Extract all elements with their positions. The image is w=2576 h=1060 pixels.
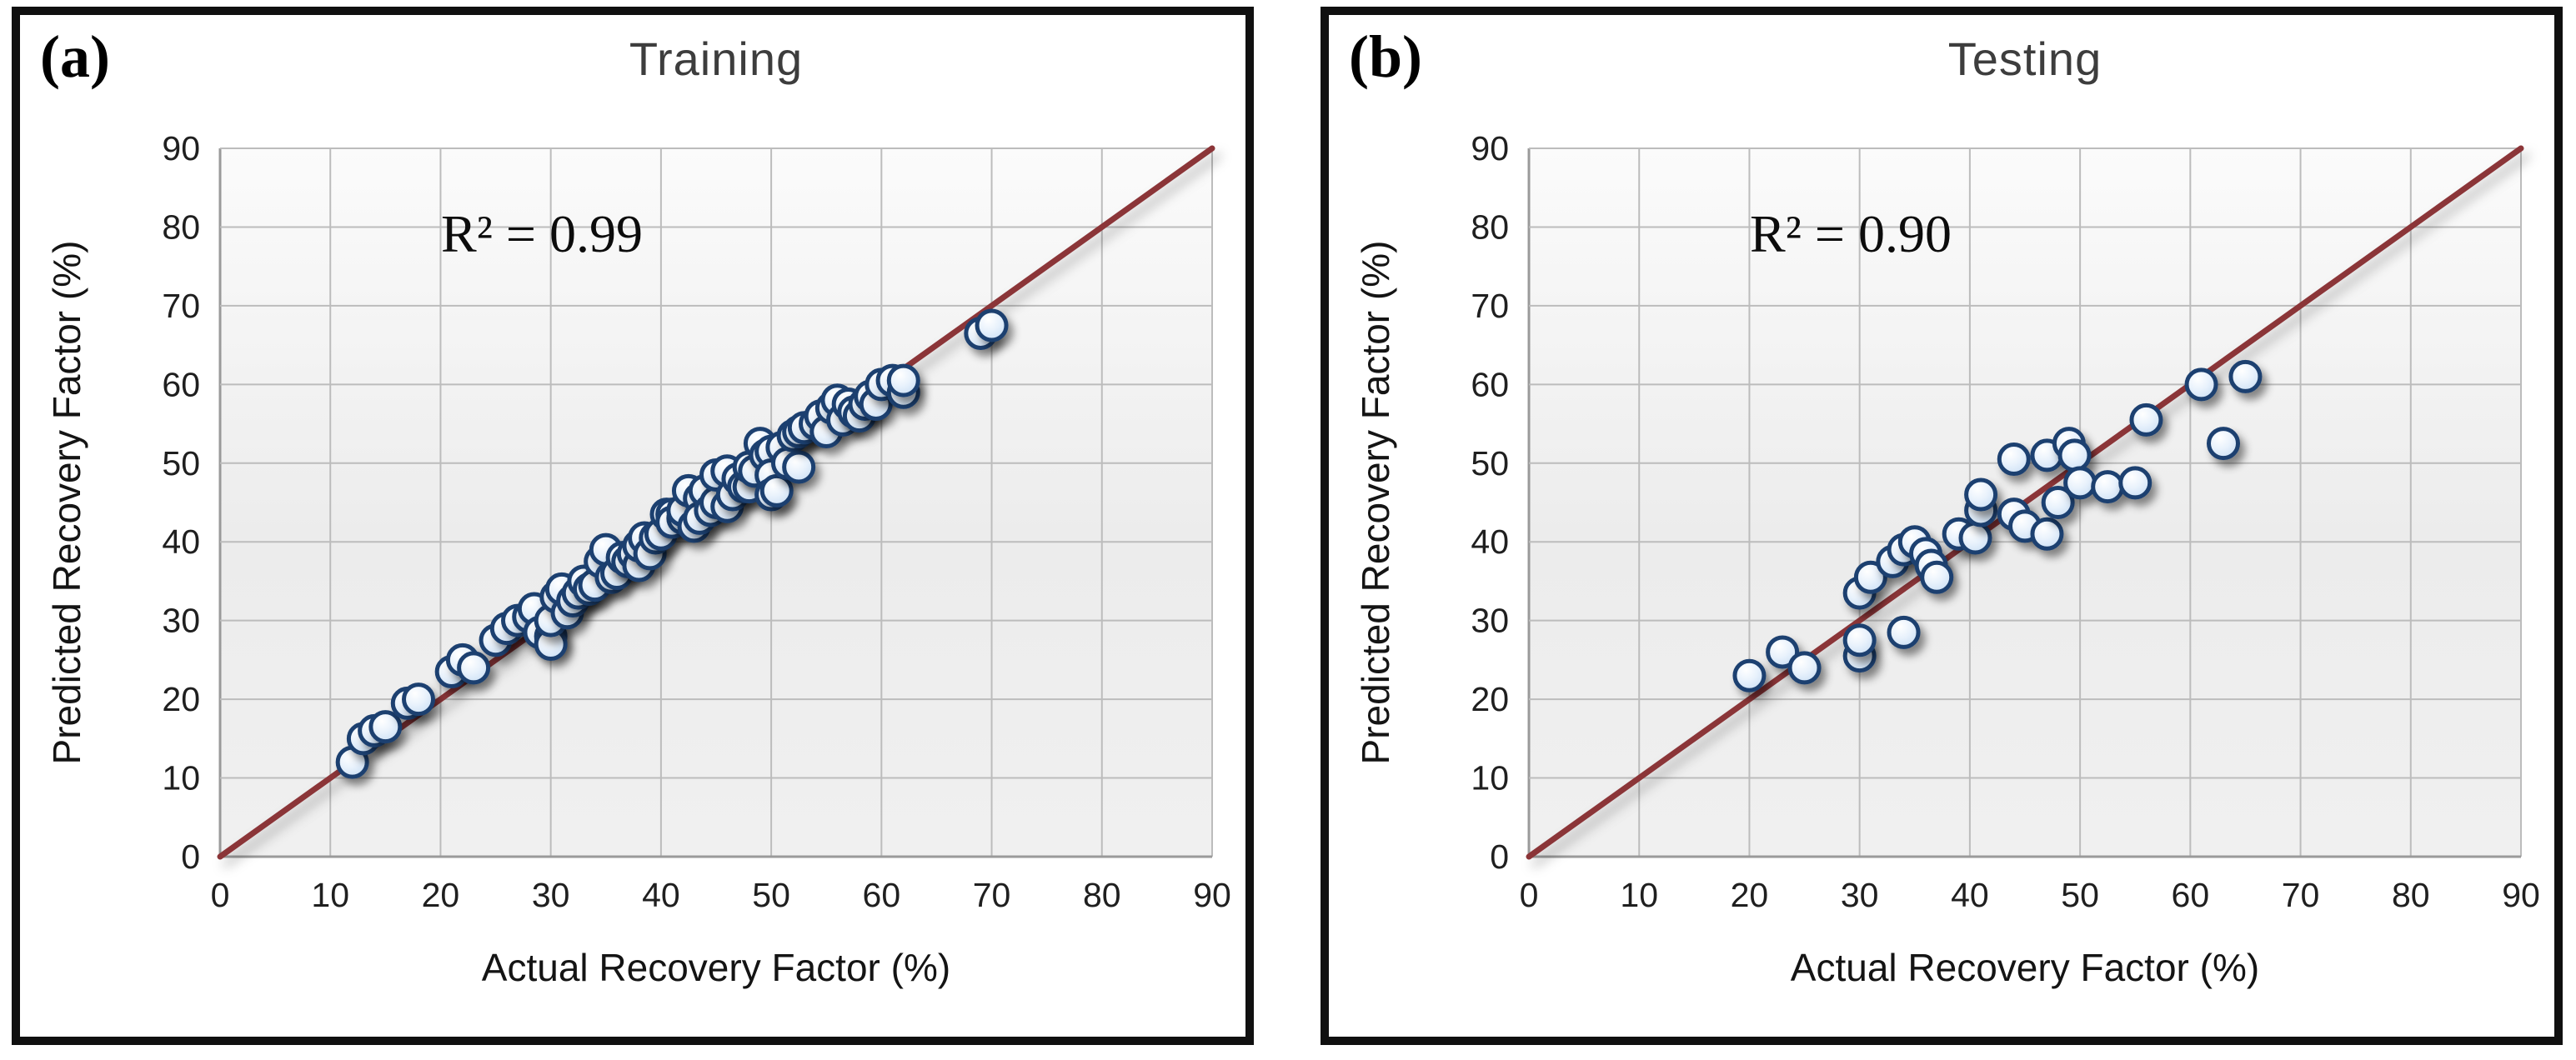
data-point-marker — [2057, 438, 2092, 472]
x-tick-label: 80 — [1083, 876, 1121, 914]
x-tick-label: 40 — [642, 876, 680, 914]
data-point-marker — [2228, 359, 2263, 393]
data-point-marker — [1766, 635, 1800, 669]
x-tick-label: 50 — [752, 876, 790, 914]
x-axis-title-testing: Actual Recovery Factor (%) — [1790, 946, 2260, 989]
y-tick-label: 80 — [1471, 208, 1509, 246]
r-squared-annotation-training: R² = 0.99 — [441, 204, 643, 263]
y-tick-label: 20 — [1471, 680, 1509, 718]
data-point-marker — [886, 363, 920, 398]
data-point-marker — [2118, 466, 2153, 500]
chart-title-testing: Testing — [1947, 32, 2102, 85]
x-tick-label: 60 — [2172, 876, 2210, 914]
x-tick-label: 50 — [2061, 876, 2099, 914]
y-tick-label: 60 — [162, 365, 200, 403]
x-tick-label: 40 — [1951, 876, 1989, 914]
y-tick-label: 10 — [162, 759, 200, 798]
y-tick-label: 70 — [1471, 287, 1509, 325]
panel-testing: 0 10 20 30 40 50 60 70 80 90 0 10 20 30 40 50 60 70 80 90 (… — [1321, 7, 2563, 1045]
data-point-marker — [2129, 402, 2163, 437]
data-point-marker — [1920, 560, 1954, 594]
data-point-marker — [782, 450, 816, 484]
data-point-marker — [1787, 651, 1822, 685]
y-tick-label: 80 — [162, 208, 200, 246]
x-axis-title-training: Actual Recovery Factor (%) — [481, 946, 951, 989]
y-axis-title-training: Predicted Recovery Factor (%) — [45, 240, 88, 765]
y-tick-label: 70 — [162, 287, 200, 325]
y-tick-label: 30 — [162, 602, 200, 640]
data-point-marker — [1732, 658, 1767, 692]
data-point-marker — [1964, 478, 1998, 512]
data-point-marker — [1997, 442, 2031, 477]
data-point-marker — [2207, 427, 2240, 461]
x-tick-label: 30 — [532, 876, 570, 914]
data-point-marker — [1958, 521, 1992, 555]
data-point-marker — [1853, 560, 1887, 594]
r-squared-annotation-testing: R² = 0.90 — [1750, 204, 1952, 263]
panel-tag-a: (a) — [40, 23, 110, 90]
x-tick-label: 30 — [1841, 876, 1879, 914]
data-point-marker — [2041, 486, 2075, 519]
data-point-marker — [975, 308, 1009, 342]
data-point-marker — [368, 710, 403, 744]
y-tick-label: 10 — [1471, 759, 1509, 798]
scatter-series — [1732, 359, 2263, 692]
testing-scatter-plot: 0 10 20 30 40 50 60 70 80 90 0 10 20 30 40 50 60 70 80 90 — [1471, 129, 2540, 914]
panel-tag-b: (b) — [1349, 23, 1422, 90]
x-tick-label: 70 — [973, 876, 1011, 914]
y-tick-label: 60 — [1471, 365, 1509, 403]
x-tick-label: 10 — [311, 876, 349, 914]
data-point-marker — [2184, 368, 2218, 402]
y-tick-label: 0 — [1490, 838, 1509, 876]
x-tick-label: 20 — [422, 876, 460, 914]
y-tick-label: 30 — [1471, 602, 1509, 640]
y-tick-label: 40 — [162, 522, 200, 561]
x-tick-label: 90 — [1193, 876, 1231, 914]
x-tick-label: 0 — [1520, 876, 1539, 914]
y-tick-label: 90 — [1471, 129, 1509, 168]
y-tick-label: 50 — [1471, 444, 1509, 482]
x-tick-label: 80 — [2392, 876, 2430, 914]
training-scatter-plot: 0 10 20 30 40 50 60 70 80 90 0 10 20 30 40 50 60 70 80 90 — [162, 129, 1231, 914]
y-tick-label: 40 — [1471, 522, 1509, 561]
y-axis-title-testing: Predicted Recovery Factor (%) — [1354, 240, 1397, 765]
x-tick-label: 20 — [1731, 876, 1769, 914]
data-point-marker — [457, 651, 491, 685]
panel-training: 0 10 20 30 40 50 60 70 80 90 0 10 20 30 40 50 60 70 80 90 (… — [12, 7, 1254, 1045]
y-tick-label: 90 — [162, 129, 200, 168]
x-tick-label: 10 — [1620, 876, 1658, 914]
data-point-marker — [2091, 470, 2125, 504]
x-tick-label: 90 — [2502, 876, 2540, 914]
y-tick-label: 50 — [162, 444, 200, 482]
y-tick-label: 20 — [162, 680, 200, 718]
data-point-marker — [2030, 517, 2064, 551]
data-point-marker — [402, 682, 435, 717]
scatter-series — [335, 308, 1009, 779]
data-point-marker — [2063, 466, 2097, 500]
data-point-marker — [1887, 615, 1921, 649]
x-tick-label: 0 — [211, 876, 230, 914]
data-point-marker — [759, 473, 794, 508]
x-tick-label: 70 — [2282, 876, 2320, 914]
chart-title-training: Training — [629, 32, 804, 85]
x-tick-label: 60 — [863, 876, 901, 914]
y-tick-label: 0 — [181, 838, 200, 876]
data-point-marker — [1842, 623, 1877, 658]
